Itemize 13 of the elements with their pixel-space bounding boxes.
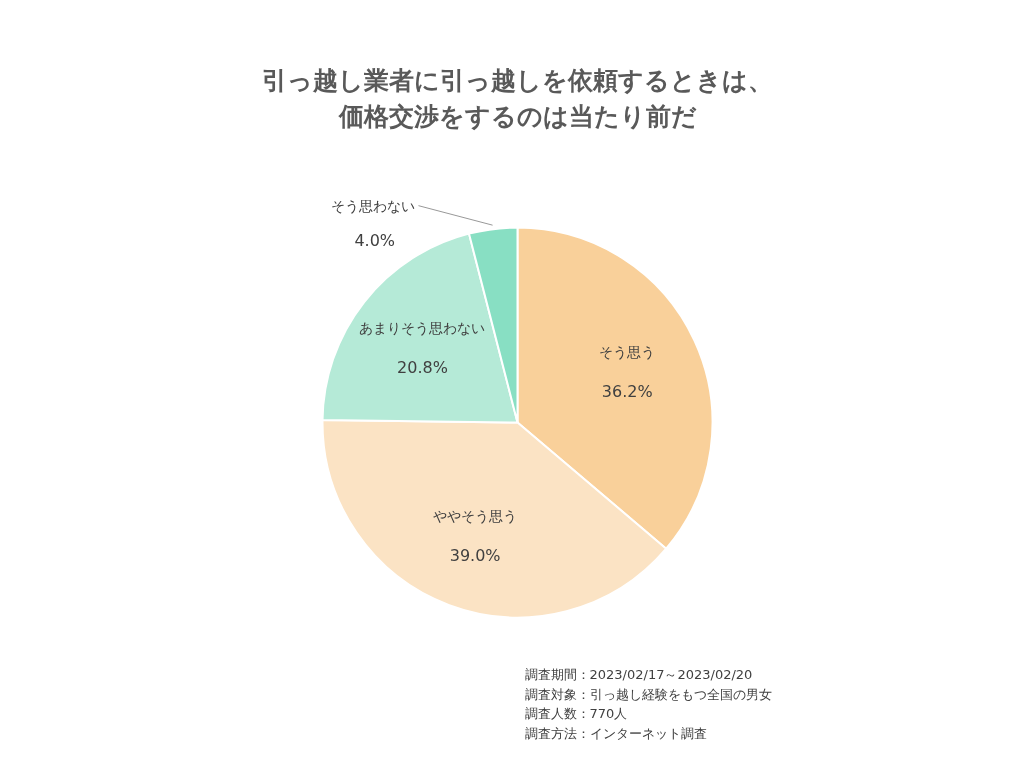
slice-label: そう思わない — [330, 197, 415, 214]
data-label: 4.0% — [354, 231, 396, 251]
data-label: 39.0% — [449, 545, 501, 565]
chart-title: 引っ越し業者に引っ越しを依頼するときは、価格交渉をするのは当たり前だ — [262, 66, 773, 131]
slice-label: あまりそう思わない — [359, 320, 486, 337]
slice-label: ややそう思う — [433, 508, 518, 525]
text: 調査方法：インターネット調査 — [524, 725, 707, 741]
data-label: 20.8% — [397, 357, 448, 377]
data-label: 36.2% — [601, 381, 653, 401]
slice-label: そう思う — [599, 344, 656, 361]
text: 調査対象：引っ越し経験をもつ全国の男女 — [524, 686, 772, 702]
text: 調査期間：2023/02/17～2023/02/20 — [524, 667, 753, 682]
text: 調査人数：770人 — [524, 706, 628, 721]
